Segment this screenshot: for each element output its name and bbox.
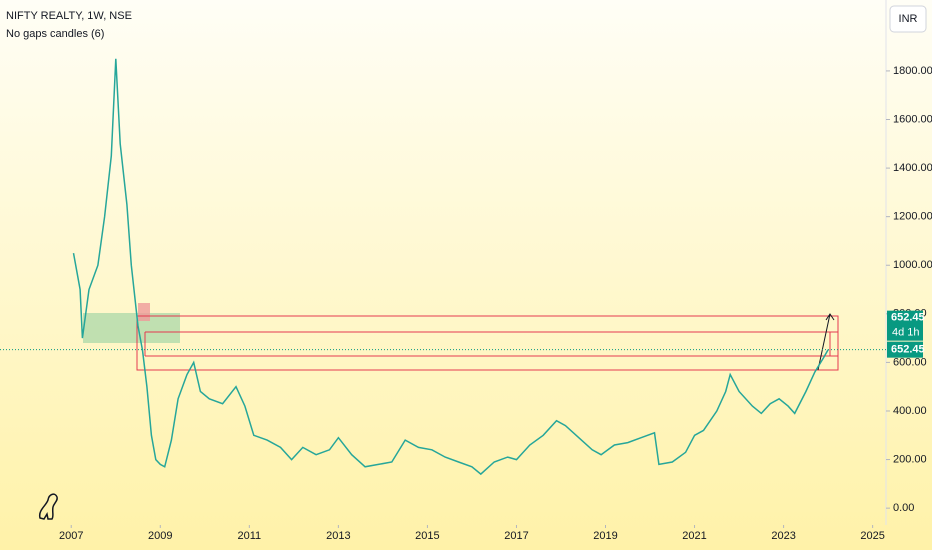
x-tick-label: 2023 <box>771 530 795 542</box>
y-tick-label: 400.00 <box>893 405 927 417</box>
price-line <box>72 58 829 476</box>
x-tick-label: 2011 <box>237 530 261 542</box>
x-tick-label: 2015 <box>415 530 439 542</box>
plot-area <box>72 58 839 476</box>
arrow <box>817 313 835 371</box>
x-tick-label: 2021 <box>682 530 706 542</box>
zone-box <box>138 303 150 321</box>
x-tick-label: 2007 <box>59 530 83 542</box>
price-tag-value: 652.45 <box>891 312 925 324</box>
price-tag-countdown: 4d 1h <box>892 327 920 339</box>
indicator-label: No gaps candles (6) <box>6 28 104 40</box>
currency-button[interactable] <box>889 5 927 33</box>
y-tick-label: 600.00 <box>893 356 927 368</box>
logo <box>38 493 58 520</box>
y-tick-label: 1600.00 <box>893 113 932 125</box>
y-tick-label: 200.00 <box>893 453 927 465</box>
y-tick-label: 0.00 <box>893 502 914 514</box>
chart-title: NIFTY REALTY, 1W, NSE <box>6 10 132 22</box>
x-tick-label: 2017 <box>504 530 528 542</box>
zone-box <box>83 313 180 343</box>
x-tick-label: 2009 <box>148 530 172 542</box>
price-tag-value: 652.45 <box>891 344 925 356</box>
x-tick-label: 2013 <box>326 530 350 542</box>
currency-label[interactable]: INR <box>899 13 918 25</box>
y-tick-label: 1800.00 <box>893 65 932 77</box>
level-box <box>136 315 839 371</box>
x-tick-label: 2019 <box>593 530 617 542</box>
x-tick-label: 2025 <box>860 530 884 542</box>
y-tick-label: 1200.00 <box>893 211 932 223</box>
price-tag <box>887 341 923 358</box>
y-tick-label: 1400.00 <box>893 162 932 174</box>
price-tag <box>887 310 923 341</box>
y-tick-label: 1000.00 <box>893 259 932 271</box>
